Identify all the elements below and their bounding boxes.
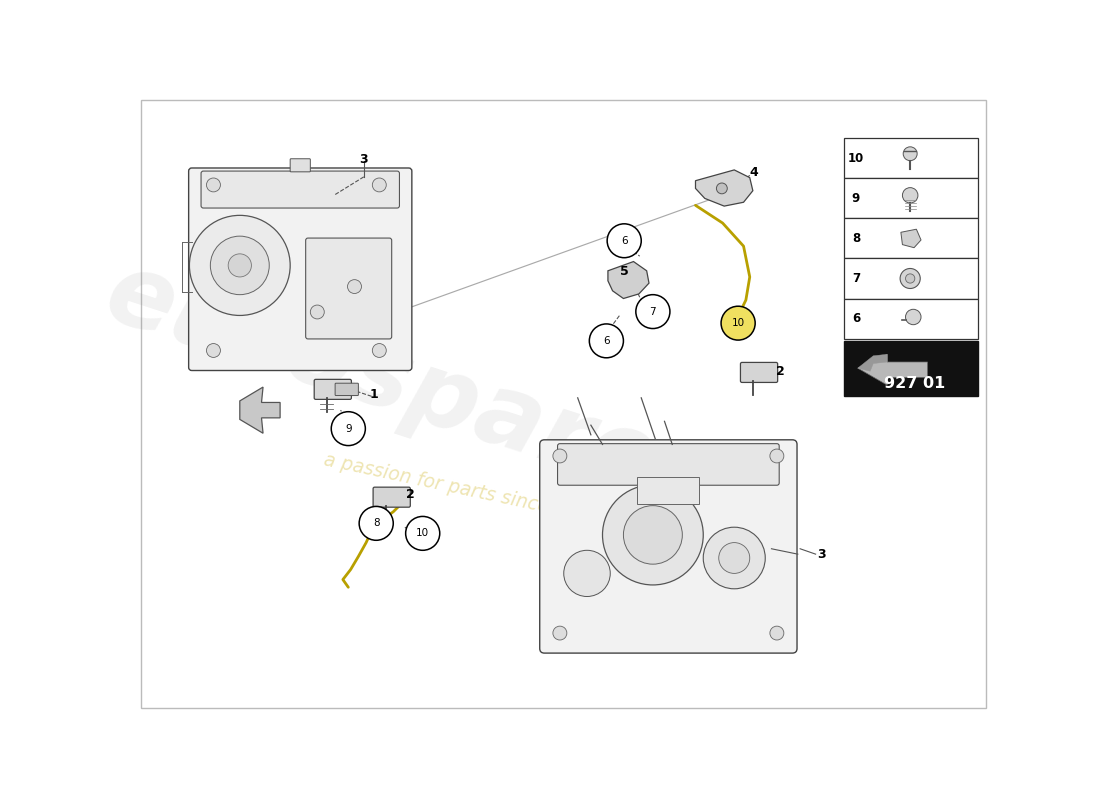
Text: 3: 3 bbox=[360, 153, 368, 166]
Circle shape bbox=[703, 527, 766, 589]
Text: 7: 7 bbox=[650, 306, 657, 317]
Circle shape bbox=[553, 449, 566, 463]
Circle shape bbox=[718, 542, 750, 574]
FancyBboxPatch shape bbox=[336, 383, 359, 395]
Circle shape bbox=[210, 236, 270, 294]
Circle shape bbox=[902, 188, 917, 203]
Polygon shape bbox=[858, 354, 927, 385]
FancyBboxPatch shape bbox=[290, 158, 310, 172]
FancyBboxPatch shape bbox=[373, 487, 410, 507]
Circle shape bbox=[607, 224, 641, 258]
Circle shape bbox=[359, 506, 394, 540]
Text: 8: 8 bbox=[373, 518, 380, 528]
Circle shape bbox=[770, 449, 784, 463]
Circle shape bbox=[716, 183, 727, 194]
Circle shape bbox=[905, 274, 915, 283]
Text: 10: 10 bbox=[732, 318, 745, 328]
Circle shape bbox=[406, 517, 440, 550]
FancyBboxPatch shape bbox=[306, 238, 392, 339]
Bar bbox=[845, 218, 978, 258]
Circle shape bbox=[228, 254, 252, 277]
Circle shape bbox=[189, 215, 290, 315]
Bar bbox=[845, 258, 978, 298]
Circle shape bbox=[207, 343, 220, 358]
Text: 8: 8 bbox=[851, 232, 860, 245]
Text: 7: 7 bbox=[851, 272, 860, 285]
Text: 6: 6 bbox=[603, 336, 609, 346]
Bar bbox=[845, 138, 978, 178]
Circle shape bbox=[636, 294, 670, 329]
FancyBboxPatch shape bbox=[558, 444, 779, 486]
Text: 927 01: 927 01 bbox=[884, 377, 945, 391]
Polygon shape bbox=[695, 170, 752, 206]
Polygon shape bbox=[901, 230, 921, 248]
Text: a passion for parts since 1995: a passion for parts since 1995 bbox=[322, 450, 604, 527]
Polygon shape bbox=[858, 354, 888, 371]
Circle shape bbox=[310, 305, 324, 319]
Circle shape bbox=[770, 626, 784, 640]
Circle shape bbox=[590, 324, 624, 358]
Circle shape bbox=[603, 485, 703, 585]
Circle shape bbox=[563, 550, 611, 597]
Text: 2: 2 bbox=[777, 365, 785, 378]
Text: 10: 10 bbox=[416, 528, 429, 538]
Text: 4: 4 bbox=[749, 166, 758, 179]
Bar bbox=[845, 178, 978, 218]
FancyBboxPatch shape bbox=[189, 168, 411, 370]
Text: 3: 3 bbox=[816, 548, 825, 561]
Circle shape bbox=[207, 178, 220, 192]
Circle shape bbox=[900, 269, 921, 289]
Text: 6: 6 bbox=[851, 312, 860, 325]
Bar bbox=[845, 298, 978, 338]
Circle shape bbox=[553, 626, 566, 640]
Circle shape bbox=[348, 280, 362, 294]
Circle shape bbox=[372, 178, 386, 192]
Text: 6: 6 bbox=[620, 236, 627, 246]
Circle shape bbox=[722, 306, 756, 340]
FancyBboxPatch shape bbox=[315, 379, 351, 399]
Text: eurospares: eurospares bbox=[92, 245, 725, 533]
Polygon shape bbox=[608, 262, 649, 298]
Bar bbox=[845, 341, 978, 396]
Text: 2: 2 bbox=[406, 488, 415, 502]
Circle shape bbox=[903, 147, 917, 161]
Circle shape bbox=[624, 506, 682, 564]
Text: 9: 9 bbox=[851, 192, 860, 205]
FancyBboxPatch shape bbox=[201, 171, 399, 208]
Circle shape bbox=[331, 412, 365, 446]
FancyBboxPatch shape bbox=[540, 440, 798, 653]
Text: 9: 9 bbox=[345, 424, 352, 434]
Circle shape bbox=[905, 310, 921, 325]
FancyBboxPatch shape bbox=[740, 362, 778, 382]
Bar bbox=[637, 477, 700, 504]
Text: 5: 5 bbox=[619, 265, 628, 278]
Polygon shape bbox=[240, 387, 280, 434]
Text: 10: 10 bbox=[848, 152, 865, 165]
Text: 1: 1 bbox=[370, 388, 378, 402]
Circle shape bbox=[372, 343, 386, 358]
